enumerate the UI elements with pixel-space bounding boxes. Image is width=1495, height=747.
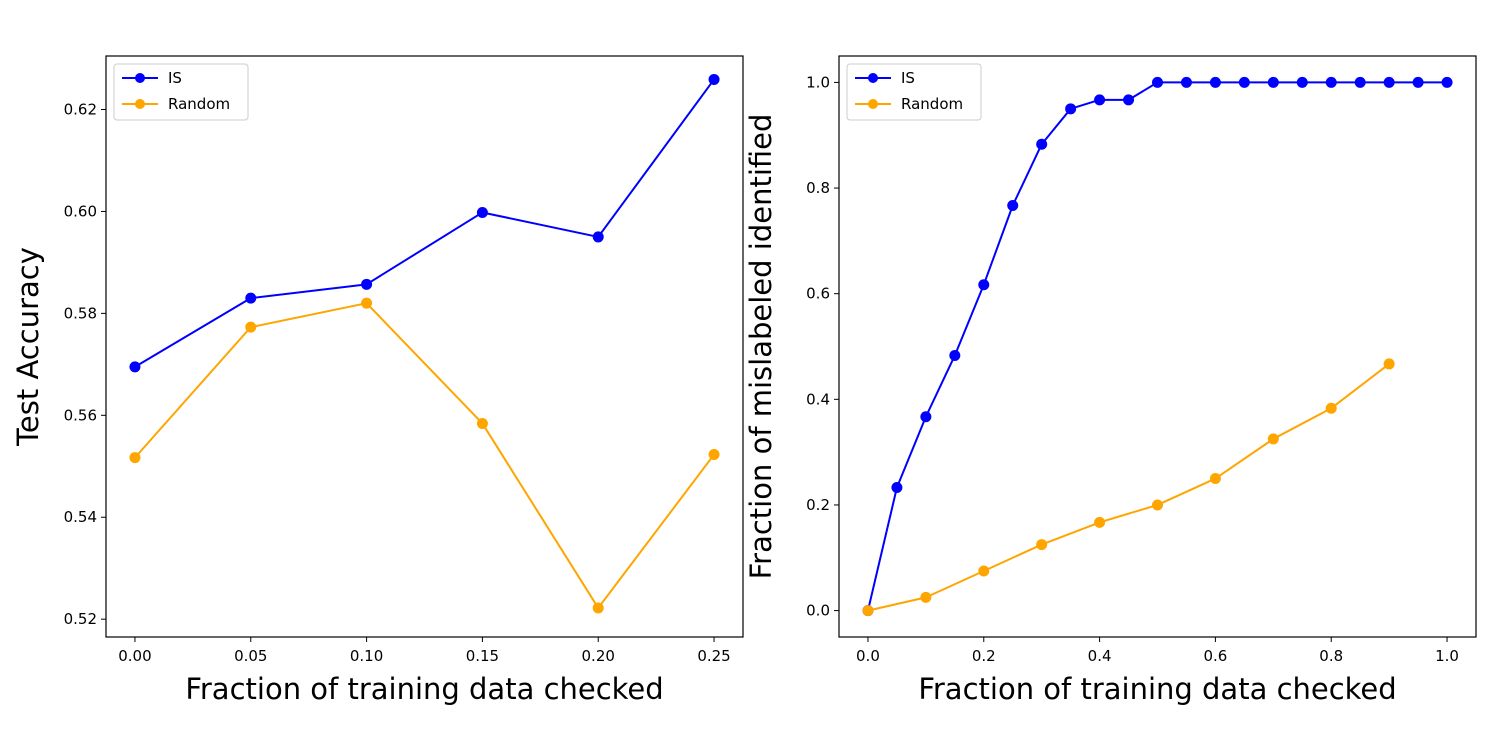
y-axis-title: Fraction of mislabeled identified bbox=[744, 114, 778, 580]
x-tick-label: 0.25 bbox=[697, 647, 730, 665]
data-point-random bbox=[592, 602, 604, 614]
data-point-random bbox=[1036, 539, 1048, 551]
data-point-random bbox=[708, 449, 720, 461]
chart-mislabeled-identified: 0.0 0.2 0.4 0.6 0.8 1.0 0.0 0.2 0.4 0.6 0.8 1.0 Fra… bbox=[744, 55, 1477, 706]
legend: IS Random bbox=[113, 63, 249, 121]
data-point-random bbox=[1267, 433, 1279, 445]
data-point-random bbox=[245, 321, 257, 333]
series-line-random bbox=[134, 302, 715, 609]
data-point-is bbox=[1180, 76, 1192, 88]
data-point-is bbox=[1152, 76, 1163, 88]
data-point-random bbox=[978, 565, 990, 577]
data-point-is bbox=[1036, 138, 1048, 150]
data-point-random bbox=[1325, 402, 1337, 414]
data-point-is bbox=[1267, 76, 1279, 88]
y-tick-label: 0.2 bbox=[806, 496, 830, 514]
legend-marker-is bbox=[135, 73, 145, 83]
x-tick-label: 1.0 bbox=[1435, 647, 1459, 665]
data-point-is bbox=[592, 231, 604, 243]
x-tick-label: 0.8 bbox=[1319, 647, 1343, 665]
data-point-is bbox=[920, 411, 932, 423]
data-point-random bbox=[129, 452, 141, 464]
data-point-is bbox=[245, 292, 257, 304]
series-layer bbox=[129, 73, 720, 614]
x-tick-label: 0.20 bbox=[582, 647, 615, 665]
data-point-is bbox=[1238, 76, 1250, 88]
y-tick-label: 0.60 bbox=[64, 202, 97, 220]
x-axis-title: Fraction of training data checked bbox=[185, 672, 663, 706]
legend-marker-is bbox=[868, 73, 878, 83]
y-tick-label: 0.0 bbox=[806, 602, 830, 620]
legend: IS Random bbox=[846, 63, 982, 121]
legend-marker-random bbox=[135, 99, 145, 109]
data-point-random bbox=[1152, 499, 1163, 511]
data-point-is bbox=[1325, 76, 1337, 88]
data-point-is bbox=[1296, 76, 1308, 88]
legend-marker-random bbox=[868, 99, 878, 109]
x-tick-label: 0.2 bbox=[972, 647, 996, 665]
data-point-is bbox=[1383, 76, 1395, 88]
data-point-is bbox=[1441, 76, 1453, 88]
y-tick-label: 0.6 bbox=[806, 285, 830, 303]
y-tick-label: 0.8 bbox=[806, 179, 830, 197]
data-point-is bbox=[1065, 103, 1077, 115]
y-tick-label: 0.62 bbox=[64, 101, 97, 119]
data-point-random bbox=[476, 417, 488, 429]
y-tick-label: 0.58 bbox=[64, 304, 97, 322]
data-point-is bbox=[1209, 76, 1221, 88]
x-tick-label: 0.05 bbox=[234, 647, 267, 665]
series-line-random bbox=[867, 363, 1390, 612]
data-point-is bbox=[129, 361, 141, 373]
legend-label-random: Random bbox=[168, 95, 230, 113]
y-tick-label: 0.56 bbox=[64, 406, 97, 424]
axis-ticks: 0.0 0.2 0.4 0.6 0.8 1.0 0.0 0.2 0.4 0.6 0.8 1.0 bbox=[806, 73, 1459, 665]
legend-label-is: IS bbox=[168, 69, 182, 87]
y-tick-label: 0.4 bbox=[806, 390, 830, 408]
plot-frame bbox=[838, 55, 1477, 638]
y-axis-title: Test Accuracy bbox=[11, 247, 45, 447]
x-tick-label: 0.15 bbox=[466, 647, 499, 665]
data-point-random bbox=[920, 591, 932, 603]
x-tick-label: 0.10 bbox=[350, 647, 383, 665]
data-point-is bbox=[891, 482, 903, 494]
data-point-is bbox=[1123, 94, 1135, 106]
legend-label-is: IS bbox=[901, 69, 915, 87]
legend-label-random: Random bbox=[901, 95, 963, 113]
data-point-is bbox=[361, 278, 373, 290]
x-tick-label: 0.0 bbox=[856, 647, 880, 665]
data-point-random bbox=[862, 605, 874, 617]
data-point-random bbox=[1209, 473, 1221, 485]
data-point-is bbox=[708, 73, 720, 85]
data-point-is bbox=[476, 206, 488, 218]
y-tick-label: 1.0 bbox=[806, 73, 830, 91]
x-axis-title: Fraction of training data checked bbox=[918, 672, 1396, 706]
plot-frame bbox=[105, 55, 744, 638]
data-point-is bbox=[1412, 76, 1424, 88]
series-layer bbox=[862, 76, 1453, 617]
data-point-is bbox=[949, 349, 961, 361]
x-tick-label: 0.6 bbox=[1203, 647, 1227, 665]
chart-test-accuracy: 0.00 0.05 0.10 0.15 0.20 0.25 0.52 0.54 0.56 0.58… bbox=[11, 55, 744, 706]
data-point-random bbox=[361, 297, 373, 309]
data-point-random bbox=[1383, 358, 1395, 370]
series-line-is bbox=[134, 78, 715, 368]
x-tick-label: 0.4 bbox=[1088, 647, 1112, 665]
data-point-is bbox=[1094, 94, 1106, 106]
y-tick-label: 0.52 bbox=[64, 610, 97, 628]
axis-ticks: 0.00 0.05 0.10 0.15 0.20 0.25 0.52 0.54 0.56 0.58… bbox=[64, 101, 731, 665]
data-point-is bbox=[978, 279, 990, 291]
x-tick-label: 0.00 bbox=[118, 647, 151, 665]
data-point-is bbox=[1007, 199, 1019, 211]
y-tick-label: 0.54 bbox=[64, 508, 97, 526]
data-point-is bbox=[1354, 76, 1366, 88]
data-point-random bbox=[1094, 516, 1106, 528]
